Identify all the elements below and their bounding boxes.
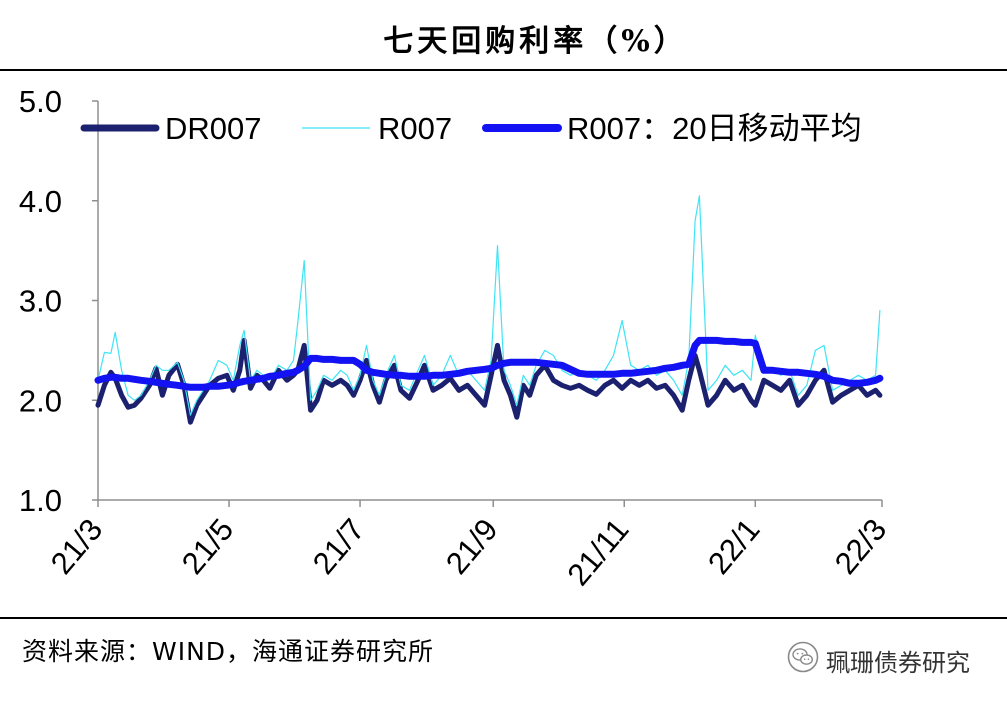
x-tick-label: 22/1 <box>701 512 767 581</box>
legend-item-r007-ma20: R007：20日移动平均 <box>482 111 862 146</box>
series-line-r007-ma20 <box>94 336 884 391</box>
x-tick-label: 21/9 <box>439 512 505 581</box>
x-tick-label: 21/5 <box>175 512 241 581</box>
legend-label-r007-ma20: R007：20日移动平均 <box>567 111 862 146</box>
x-tick-label: 21/11 <box>560 512 635 592</box>
legend-item-r007: R007 <box>302 111 452 146</box>
y-tick-label: 1.0 <box>19 483 62 518</box>
legend: DR007 R007 R007：20日移动平均 <box>80 111 862 146</box>
y-tick-label: 3.0 <box>19 284 62 319</box>
x-tick-label: 21/3 <box>44 512 110 581</box>
watermark-text: 珮珊债券研究 <box>826 649 970 677</box>
legend-item-dr007: DR007 <box>80 111 262 146</box>
y-tick-label: 4.0 <box>19 184 62 219</box>
legend-label-dr007: DR007 <box>165 111 262 146</box>
y-tick-label: 2.0 <box>19 383 62 418</box>
axes: 5.0 4.0 3.0 2.0 1.021/3 21/5 21/7 21/9 21/11 22/1… <box>19 84 893 592</box>
series-line-dr007 <box>95 337 883 425</box>
chart-title: 七天回购利率（%） <box>383 24 688 59</box>
legend-label-r007: R007 <box>378 111 452 146</box>
x-tick-label: 21/7 <box>306 512 372 581</box>
bottom-rule <box>0 617 1007 619</box>
top-rule <box>0 69 1007 71</box>
wechat-icon <box>787 641 819 673</box>
x-tick-label: 22/3 <box>828 512 894 581</box>
series-lines <box>94 195 884 425</box>
source-note: 资料来源：WIND，海通证券研究所 <box>22 637 435 666</box>
chart: 5.0 4.0 3.0 2.0 1.021/3 21/5 21/7 21/9 21/11 22/1… <box>19 84 893 592</box>
y-tick-label: 5.0 <box>19 84 62 119</box>
